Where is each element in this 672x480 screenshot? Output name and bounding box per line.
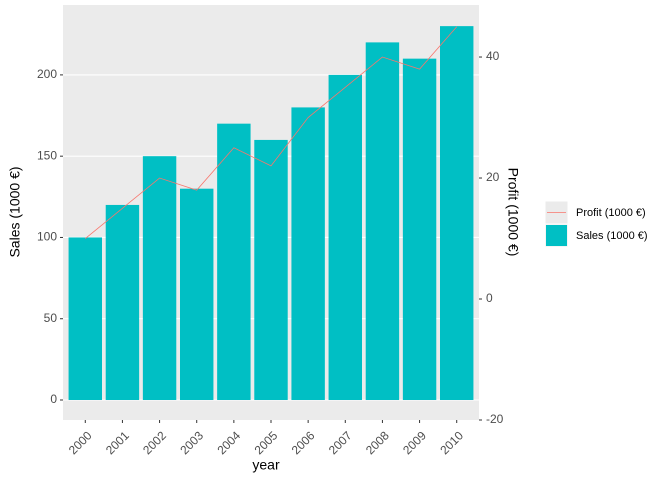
bar (402, 58, 437, 401)
legend-label: Sales (1000 €) (576, 230, 648, 242)
bar (365, 42, 400, 401)
x-tick-label: 2007 (326, 428, 355, 457)
y-tick-label: 150 (37, 148, 57, 162)
y-tick-label: 0 (50, 392, 57, 406)
bar (440, 26, 474, 401)
bar (180, 188, 214, 401)
bar (217, 123, 251, 401)
x-axis-title: year (252, 457, 280, 473)
legend-label: Profit (1000 €) (576, 207, 646, 219)
x-tick-label: 2008 (363, 428, 392, 457)
legend-key (546, 225, 567, 246)
bar (68, 237, 102, 401)
x-tick-label: 2001 (103, 428, 132, 457)
y2-tick-label: -20 (486, 412, 504, 426)
x-tick-label: 2006 (289, 428, 318, 457)
y-axis-title: Sales (1000 €) (7, 166, 23, 257)
y-tick-label: 200 (37, 67, 57, 81)
legend: Profit (1000 €) Sales (1000 €) (544, 200, 648, 248)
bar (291, 107, 325, 401)
bar (254, 139, 288, 401)
y-tick-label: 50 (44, 311, 58, 325)
line (85, 26, 458, 239)
y2-tick-label: 20 (486, 170, 500, 184)
x-tick-label: 2010 (437, 428, 466, 457)
bar (142, 156, 177, 401)
x-tick-label: 2009 (400, 428, 429, 457)
marks (68, 26, 474, 401)
y2-tick-label: 40 (486, 49, 500, 63)
x-tick-label: 2004 (214, 428, 243, 457)
bar (328, 74, 362, 401)
x-tick-label: 2003 (177, 428, 206, 457)
bar (105, 204, 140, 401)
x-tick-label: 2000 (66, 428, 95, 457)
y-tick-label: 100 (37, 230, 57, 244)
x-tick-label: 2002 (140, 428, 169, 457)
y2-axis-title: Profit (1000 €) (505, 168, 521, 257)
y2-tick-label: 0 (486, 291, 493, 305)
x-tick-label: 2005 (252, 428, 281, 457)
